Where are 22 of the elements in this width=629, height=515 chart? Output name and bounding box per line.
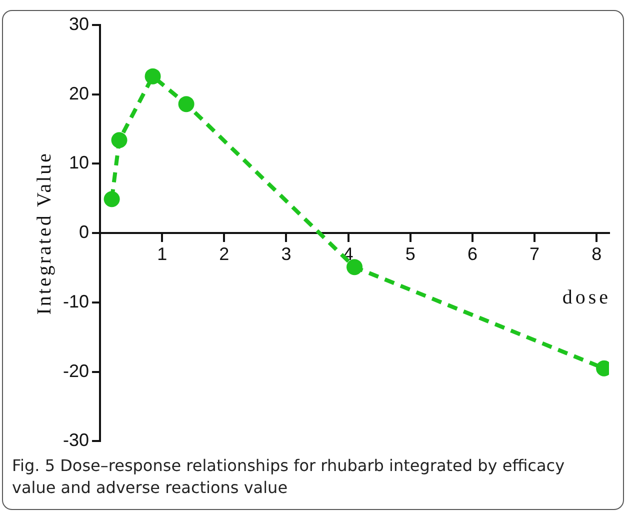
y-tick-label: 20	[68, 83, 90, 104]
x-tick-label: 5	[405, 244, 416, 264]
x-tick-label: 3	[281, 244, 292, 264]
point	[178, 96, 194, 112]
y-tick-label: 10	[68, 152, 90, 173]
point	[346, 259, 363, 276]
point	[111, 132, 128, 148]
y-axis-title: Integrated Value	[33, 151, 56, 315]
y-tick-label: -10	[63, 291, 90, 312]
x-tick-label: 6	[467, 244, 478, 264]
y-tick-label: 30	[68, 14, 90, 34]
y-tick-label: -20	[63, 360, 90, 381]
x-tick-label: 7	[530, 244, 540, 264]
x-tick-label: 1	[157, 244, 168, 264]
x-axis-title: dose	[562, 286, 611, 308]
y-tick-label: -30	[63, 430, 90, 450]
y-tick-label: 0	[79, 222, 90, 242]
caption: Fig. 5 Dose–response relationships for rhubarb integrated by efficacy value and adverse reactions value	[12, 455, 566, 499]
point	[144, 68, 161, 84]
x-tick-label: 2	[219, 244, 230, 264]
x-tick-label: 8	[592, 244, 602, 264]
point	[104, 191, 120, 208]
